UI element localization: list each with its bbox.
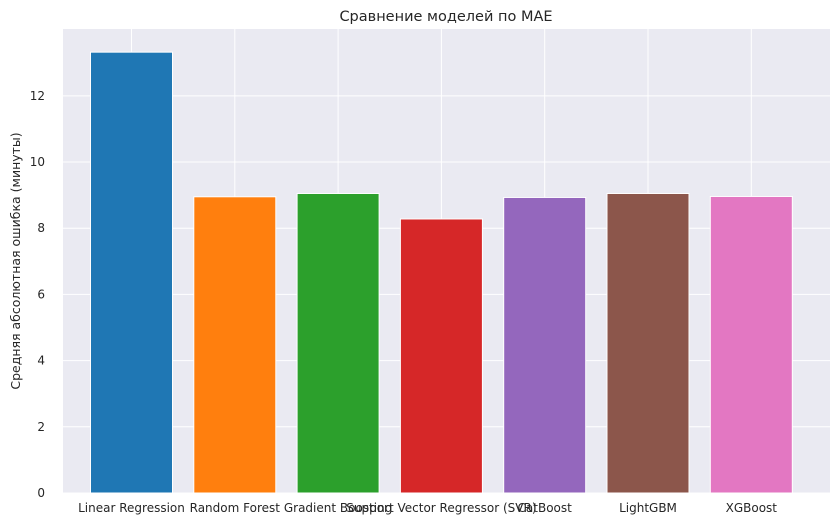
y-tick-labels: 0 2 4 6 8 10 12: [30, 89, 45, 500]
x-tick-label: LightGBM: [619, 501, 677, 515]
y-tick-label: 6: [37, 287, 45, 301]
bar-linear-regression: [90, 51, 173, 494]
bar-support-vector-regressor-svr: [399, 218, 483, 494]
x-tick-label: XGBoost: [726, 501, 778, 515]
bar-lightgbm: [606, 192, 690, 494]
bar-xgboost: [709, 195, 793, 494]
y-axis-label: Средняя абсолютная ошибка (минуты): [8, 132, 23, 389]
x-tick-label: CatBoost: [518, 501, 573, 515]
bars: [90, 51, 793, 494]
bar-gradient-boosting: [296, 192, 380, 494]
y-tick-label: 10: [30, 155, 45, 169]
y-tick-label: 2: [37, 420, 45, 434]
x-tick-label: Support Vector Regressor (SVR): [346, 501, 536, 515]
bar-random-forest: [193, 196, 277, 494]
x-tick-labels: Linear Regression Random Forest Gradient B…: [78, 501, 777, 515]
chart-title: Сравнение моделей по MAE: [339, 9, 552, 25]
y-tick-label: 8: [37, 221, 45, 235]
y-tick-label: 12: [30, 89, 45, 103]
y-tick-label: 0: [37, 486, 45, 500]
bar-catboost: [503, 196, 587, 494]
x-tick-label: Gradient Boosting: [284, 501, 392, 515]
x-tick-label: Random Forest: [190, 501, 281, 515]
x-tick-label: Linear Regression: [78, 501, 185, 515]
y-tick-label: 4: [37, 354, 45, 368]
